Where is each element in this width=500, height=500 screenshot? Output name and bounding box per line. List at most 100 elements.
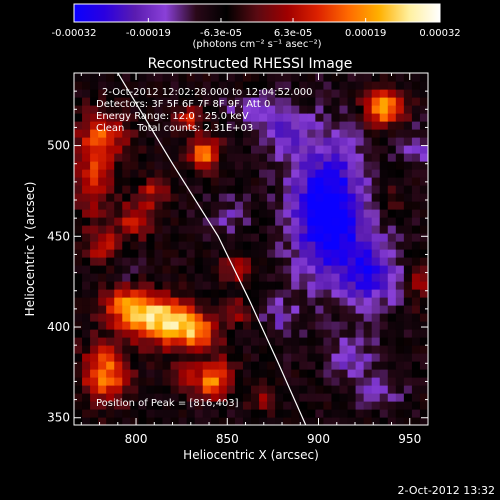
heatmap-cell	[323, 273, 333, 282]
heatmap-cell	[291, 137, 300, 146]
heatmap-cell	[146, 161, 156, 170]
heatmap-cell	[387, 81, 397, 90]
heatmap-cell	[299, 313, 308, 322]
heatmap-cell	[178, 217, 188, 226]
heatmap-cell	[154, 129, 164, 138]
heatmap-cell	[202, 377, 212, 386]
heatmap-cell	[218, 129, 228, 138]
heatmap-cell	[403, 353, 413, 362]
heatmap-cell	[411, 305, 421, 314]
heatmap-cell	[218, 417, 228, 425]
heatmap-cell	[275, 153, 284, 162]
heatmap-cell	[379, 97, 389, 106]
heatmap-cell	[178, 113, 188, 122]
heatmap-cell	[146, 89, 156, 98]
heatmap-cell	[331, 265, 341, 274]
heatmap-cell	[363, 385, 373, 394]
heatmap-cell	[251, 177, 260, 186]
heatmap-cell	[395, 417, 405, 425]
heatmap-cell	[387, 177, 397, 186]
heatmap-cell	[251, 185, 260, 194]
heatmap-cell	[210, 297, 220, 306]
heatmap-cell	[154, 257, 164, 266]
heatmap-cell	[355, 105, 365, 114]
heatmap-cell	[90, 233, 99, 242]
heatmap-cell	[210, 121, 220, 130]
heatmap-cell	[90, 177, 99, 186]
heatmap-cell	[323, 105, 333, 114]
heatmap-cell	[355, 185, 365, 194]
heatmap-cell	[82, 137, 91, 146]
heatmap-cell	[387, 97, 397, 106]
heatmap-cell	[395, 337, 405, 346]
heatmap-cell	[251, 265, 260, 274]
heatmap-cell	[379, 209, 389, 218]
heatmap-cell	[138, 393, 148, 402]
heatmap-cell	[162, 145, 172, 154]
heatmap-cell	[355, 89, 365, 98]
heatmap-cell	[275, 305, 284, 314]
heatmap-cell	[98, 281, 107, 290]
heatmap-cell	[82, 361, 91, 370]
heatmap-cell	[299, 193, 308, 202]
heatmap-cell	[90, 153, 99, 162]
heatmap-cell	[178, 241, 188, 250]
heatmap-cell	[202, 401, 212, 410]
heatmap-cell	[355, 201, 365, 210]
heatmap-cell	[291, 353, 300, 362]
heatmap-cell	[154, 121, 164, 130]
heatmap-cell	[194, 353, 204, 362]
heatmap-cell	[226, 137, 236, 146]
heatmap-cell	[130, 121, 139, 130]
heatmap-cell	[339, 121, 349, 130]
heatmap-cell	[138, 233, 148, 242]
heatmap-cell	[347, 409, 357, 418]
heatmap-cell	[411, 417, 421, 425]
heatmap-cell	[363, 265, 373, 274]
heatmap-cell	[411, 137, 421, 146]
heatmap-cell	[218, 73, 228, 82]
heatmap-cell	[307, 249, 316, 258]
heatmap-cell	[74, 113, 83, 122]
heatmap-cell	[283, 401, 292, 410]
heatmap-cell	[210, 417, 220, 425]
heatmap-cell	[202, 169, 212, 178]
heatmap-cell	[387, 161, 397, 170]
heatmap-cell	[259, 105, 268, 114]
heatmap-cell	[379, 353, 389, 362]
heatmap-cell	[170, 185, 180, 194]
heatmap-cell	[178, 305, 188, 314]
heatmap-cell	[267, 161, 276, 170]
heatmap-cell	[194, 241, 204, 250]
heatmap-cell	[122, 73, 131, 82]
heatmap-cell	[106, 225, 115, 234]
heatmap-cell	[267, 73, 276, 82]
heatmap-cell	[170, 161, 180, 170]
heatmap-cell	[339, 81, 349, 90]
heatmap-cell	[355, 145, 365, 154]
heatmap-cell	[315, 401, 325, 410]
heatmap-cell	[379, 401, 389, 410]
heatmap-cell	[339, 145, 349, 154]
heatmap-cell	[98, 249, 107, 258]
heatmap-cell	[194, 193, 204, 202]
heatmap-cell	[154, 345, 164, 354]
heatmap-cell	[202, 345, 212, 354]
heatmap-cell	[307, 137, 316, 146]
heatmap-cell	[234, 177, 244, 186]
heatmap-cell	[411, 177, 421, 186]
heatmap-cell	[275, 321, 284, 330]
heatmap-cell	[218, 89, 228, 98]
heatmap-cell	[114, 73, 123, 82]
heatmap-cell	[379, 177, 389, 186]
heatmap-cell	[307, 297, 316, 306]
heatmap-cell	[363, 297, 373, 306]
heatmap-cell	[138, 209, 148, 218]
heatmap-cell	[395, 145, 405, 154]
heatmap-cell	[154, 145, 164, 154]
heatmap-cell	[106, 393, 115, 402]
heatmap-cell	[74, 209, 83, 218]
heatmap-cell	[146, 281, 156, 290]
heatmap-cell	[387, 289, 397, 298]
colorbar	[73, 3, 441, 23]
